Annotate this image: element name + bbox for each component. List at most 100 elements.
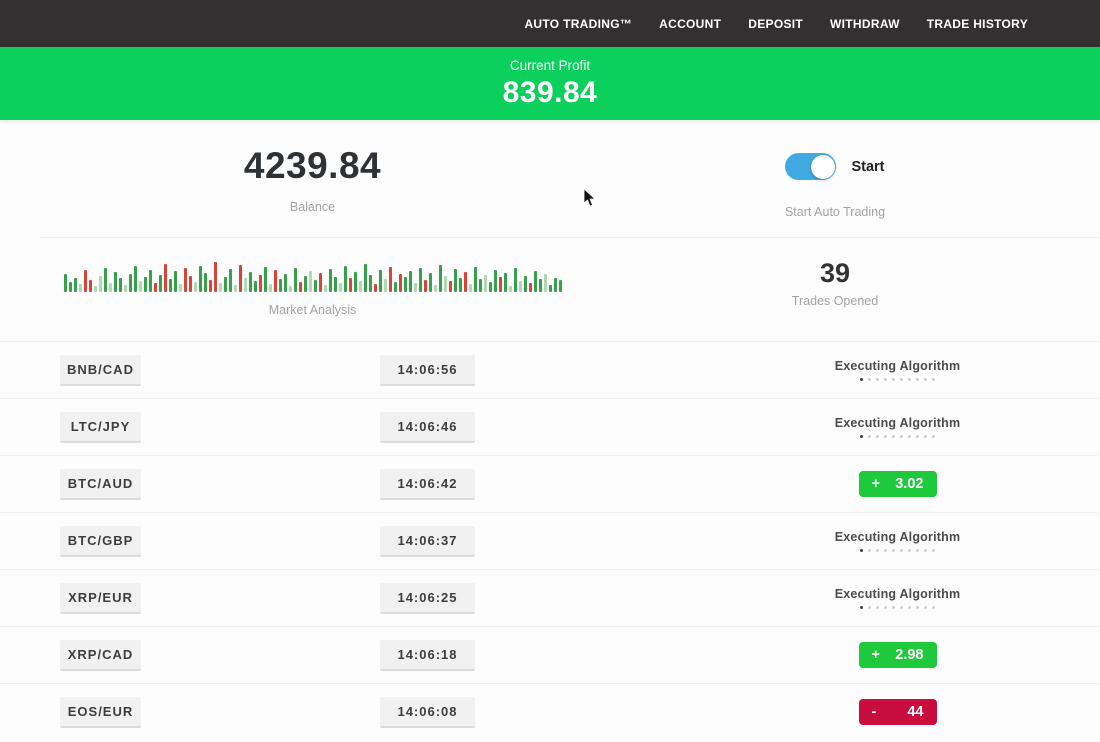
trade-pair-badge: XRP/CAD [60,639,141,671]
candle-bar [143,277,147,292]
nav-item-account[interactable]: ACCOUNT [659,16,722,31]
candle-bar [428,273,432,292]
candle-bar [303,276,307,292]
progress-dots [860,435,935,438]
trade-time-badge: 14:06:42 [380,468,475,500]
nav-item-auto-trading[interactable]: AUTO TRADING™ [524,16,633,31]
nav-item-withdraw[interactable]: WITHDRAW [830,16,900,31]
candle-bar [483,275,487,292]
candle-bar [93,286,97,292]
current-profit-value: 839.84 [502,75,598,109]
result-sign: + [871,647,880,663]
balance-label: Balance [289,200,336,214]
candle-bar [458,278,462,292]
candle-bar [423,280,427,292]
trades-list: BNB/CAD 14:06:56 Executing Algorithm LTC/JP… [0,341,1100,740]
progress-dot [860,435,863,438]
nav-item-trade-history[interactable]: TRADE HISTORY [926,16,1028,31]
trade-status-cell: Executing Algorithm [790,359,1005,381]
progress-dot [884,378,887,381]
progress-dot [924,378,927,381]
market-analysis-chart [63,258,562,292]
candle-bar [393,282,397,292]
progress-dot [908,378,911,381]
trade-result-badge-profit: +2.98 [858,642,937,668]
candle-bar [193,282,197,292]
candle-bar [203,273,207,292]
toggle-label: Start [851,158,885,175]
trade-time-badge: 14:06:56 [380,354,475,386]
candle-bar [498,277,502,292]
candle-bar [403,277,407,292]
candle-bar [103,268,107,292]
trade-row: XRP/CAD 14:06:18 +2.98 [0,626,1100,683]
toggle-caption: Start Auto Trading [784,205,886,219]
trade-status-cell: +3.02 [790,471,1005,497]
trade-result-badge-profit: +3.02 [858,471,937,497]
candle-bar [273,270,277,292]
candle-bar [178,284,182,292]
candle-bar [188,276,192,292]
progress-dots [860,378,935,381]
progress-dot [884,549,887,552]
progress-dot [916,606,919,609]
trades-opened-label: Trades Opened [791,294,879,308]
market-analysis-label: Market Analysis [268,303,357,317]
balance-value: 4239.84 [243,145,382,186]
nav-item-deposit[interactable]: DEPOSIT [748,16,804,31]
progress-dot [908,435,911,438]
progress-dot [924,435,927,438]
progress-dot [900,378,903,381]
progress-dot [932,378,935,381]
candle-bar [213,262,217,292]
progress-dot [932,549,935,552]
candle-bar [113,272,117,292]
progress-dot [884,606,887,609]
progress-dot [916,435,919,438]
progress-dot [908,606,911,609]
toggle-knob [810,154,835,179]
progress-dot [884,435,887,438]
candle-bar [133,266,137,292]
candle-bar [453,269,457,292]
result-value: 44 [907,704,924,720]
candle-bar [263,267,267,292]
candle-bar [493,270,497,292]
candle-bar [83,270,87,292]
candle-bar [163,264,167,292]
progress-dot [868,606,871,609]
candle-bar [373,284,377,292]
result-sign: + [871,476,880,492]
candle-bar [438,265,442,292]
trade-pair-badge: BTC/AUD [60,468,141,500]
trade-time-badge: 14:06:25 [380,582,475,614]
candle-bar [538,279,542,292]
candle-bar [448,281,452,292]
candle-bar [398,274,402,292]
candle-bar [443,276,447,292]
trade-pair-badge: EOS/EUR [60,696,141,728]
progress-dot [860,606,863,609]
candle-bar [523,276,527,292]
progress-dot [868,435,871,438]
progress-dots [860,606,935,609]
candle-bar [333,277,337,292]
progress-dot [876,378,879,381]
candle-bar [183,268,187,292]
progress-dot [868,549,871,552]
trade-status-cell: +2.98 [790,642,1005,668]
candle-bar [248,272,252,292]
trade-pair-badge: LTC/JPY [60,411,141,443]
candle-bar [548,285,552,292]
market-section: Market Analysis 39 Trades Opened [0,238,1100,341]
candle-bar [338,283,342,292]
candle-bar [308,271,312,292]
candle-bar [323,285,327,292]
trade-status-cell: Executing Algorithm [790,416,1005,438]
candle-bar [488,282,492,292]
progress-dot [876,549,879,552]
auto-trading-toggle[interactable] [785,153,837,180]
candle-bar [88,280,92,292]
trade-status-cell: Executing Algorithm [790,587,1005,609]
progress-dots [860,549,935,552]
